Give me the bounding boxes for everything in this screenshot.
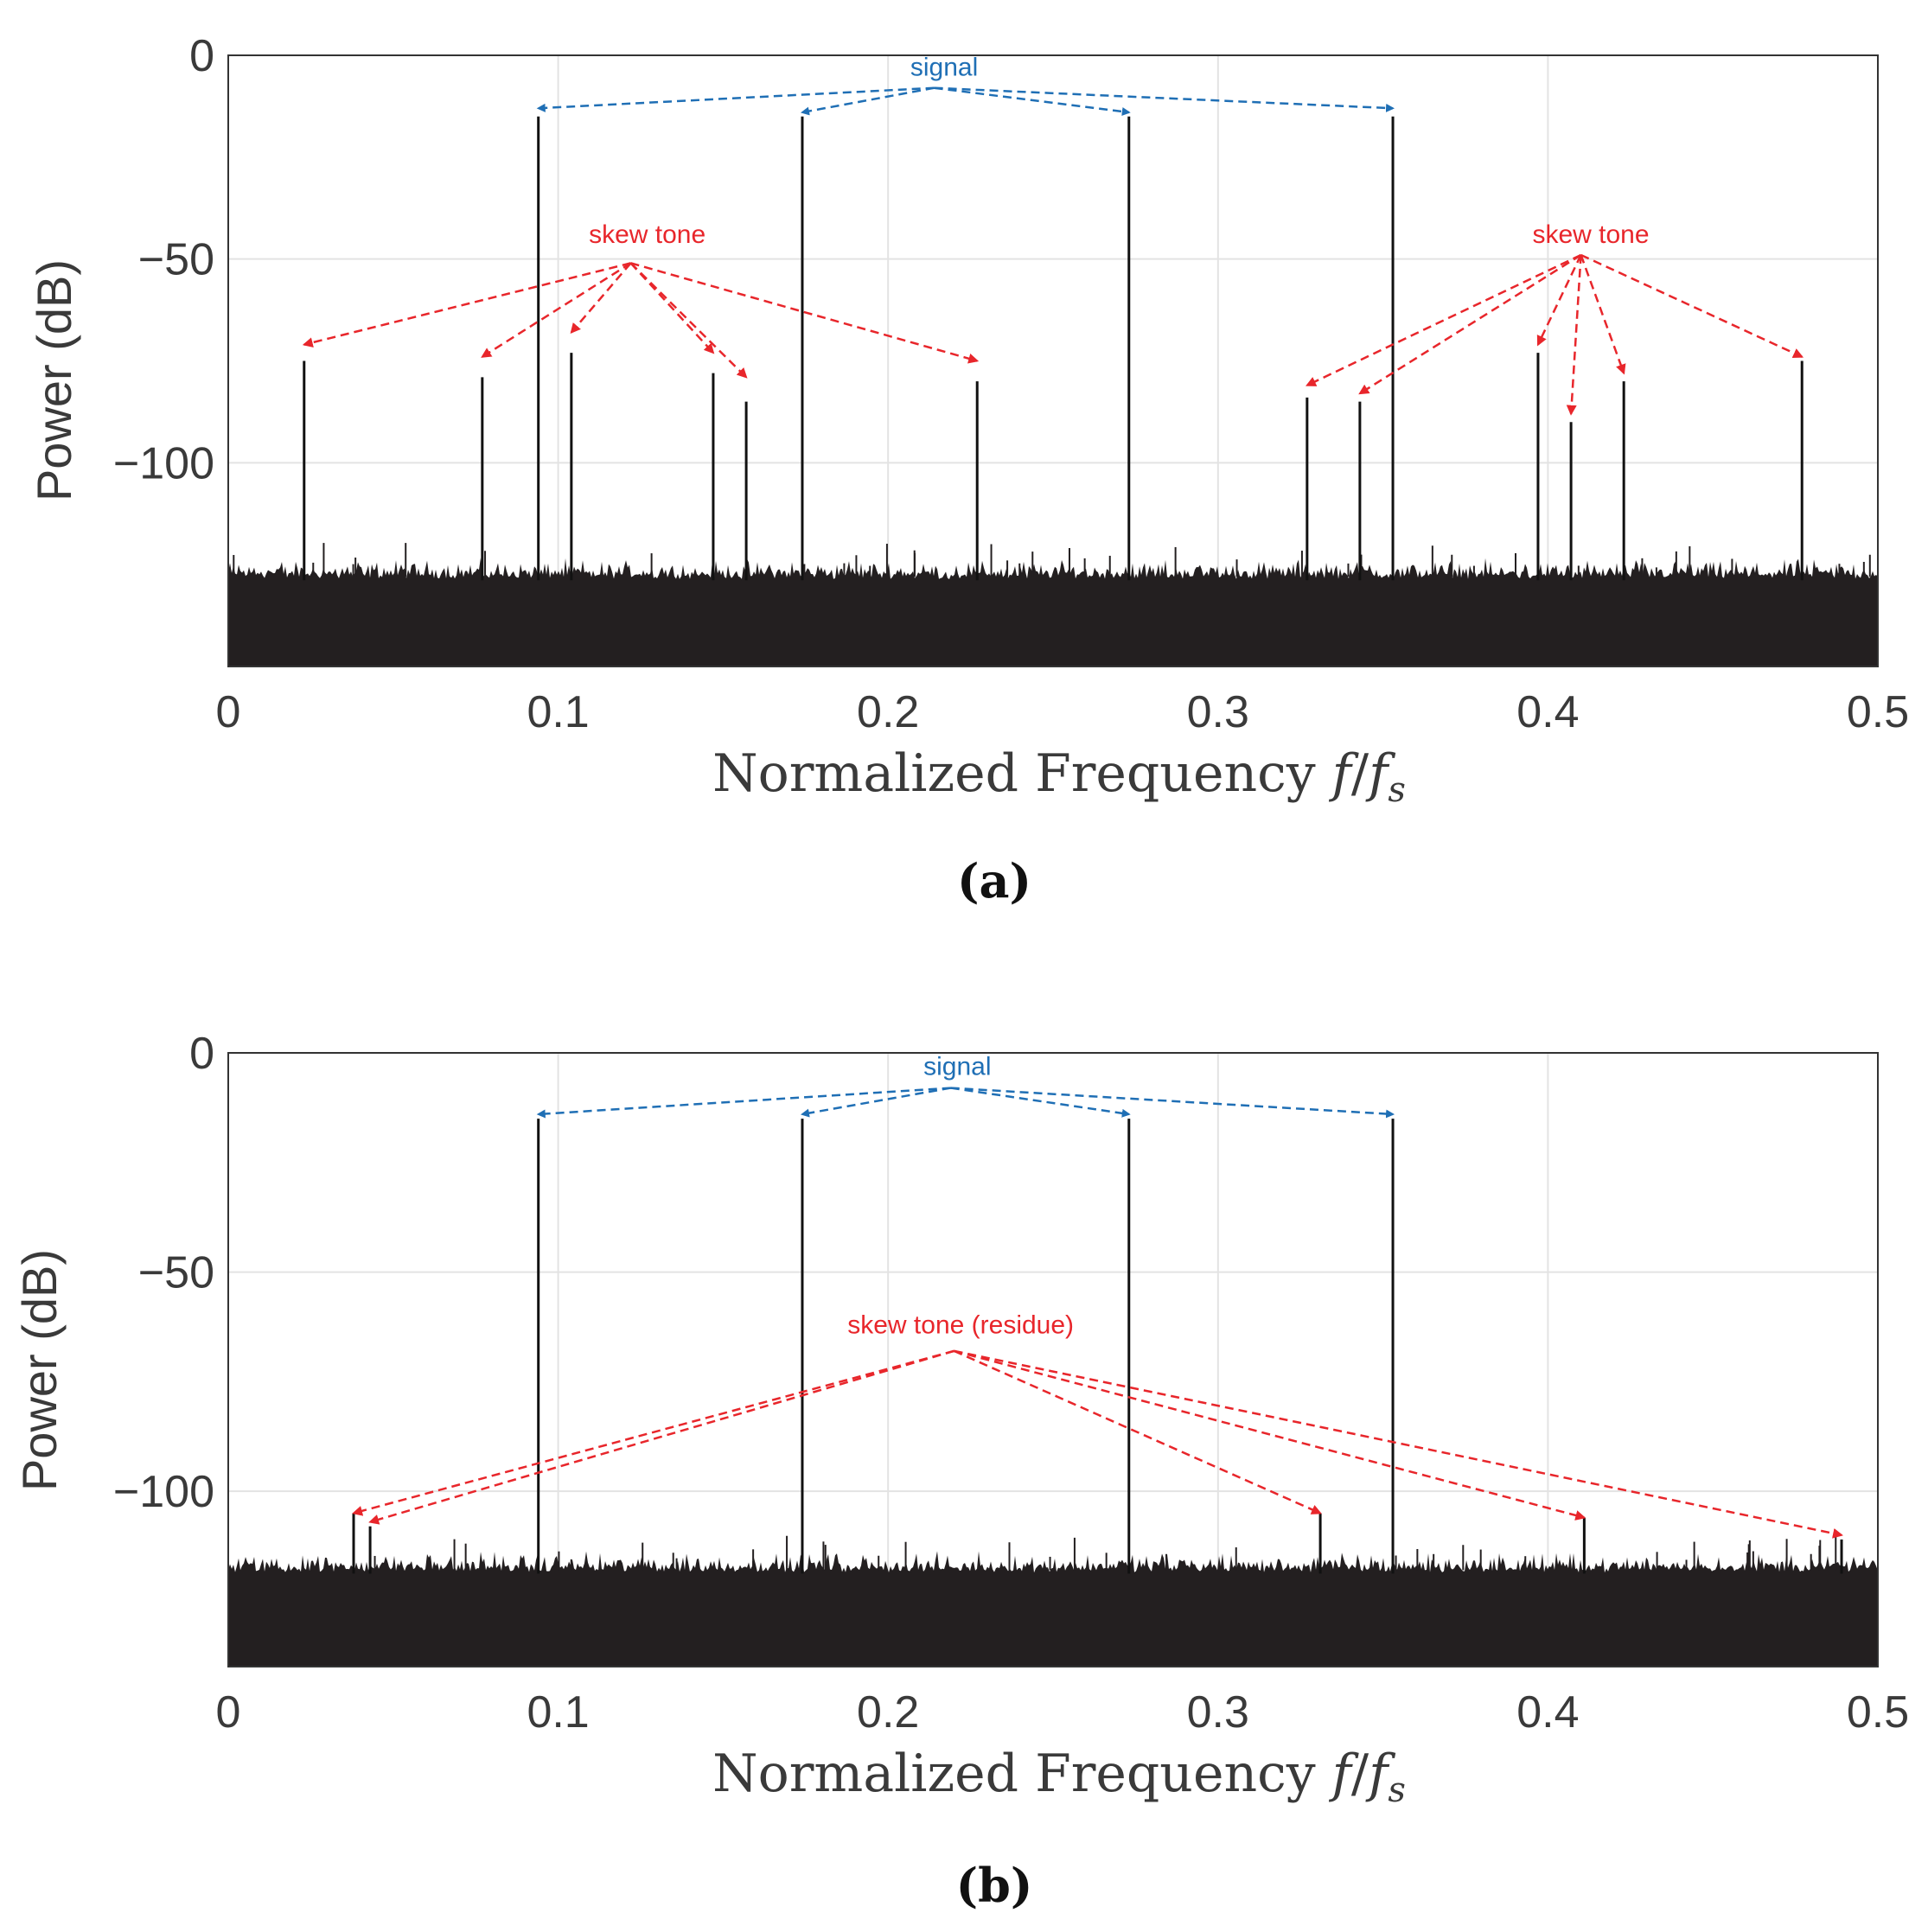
annotation-label: signal	[923, 1052, 991, 1081]
panel-a-caption: (a)	[957, 853, 1031, 909]
x-tick-label: 0	[216, 1687, 241, 1738]
annotation-label: skew tone	[1532, 220, 1649, 249]
panel-b-noise-floor	[228, 1535, 1878, 1667]
annotation-arrow	[934, 86, 1395, 112]
panel-a-noise-floor	[228, 543, 1878, 666]
annotation-arrow	[352, 1349, 954, 1516]
annotation-arrow	[570, 262, 632, 335]
y-tick-label: −50	[138, 235, 214, 285]
annotation-arrow	[950, 1087, 1395, 1119]
annotation-arrow	[950, 1087, 1131, 1118]
x-tick-label: 0.4	[1516, 1687, 1579, 1738]
x-tick-label: 0.1	[527, 687, 589, 737]
panel-b-x-tick-labels: 0 0.1 0.2 0.3 0.4 0.5	[216, 1687, 1910, 1738]
x-tick-label: 0.1	[527, 1687, 589, 1738]
x-tick-label: 0.4	[1516, 687, 1579, 737]
annotation-arrow	[630, 262, 980, 364]
panel-a-tones	[303, 116, 1804, 581]
noise-floor-band	[228, 558, 1878, 666]
annotation-arrow	[1580, 254, 1626, 375]
annotation-arrow	[801, 1087, 951, 1118]
panel-a-y-axis-label: Power (dB)	[27, 259, 81, 501]
annotation-label: skew tone (residue)	[847, 1311, 1074, 1340]
panel-a-x-axis-label: Normalized Frequency f/fs	[712, 743, 1406, 810]
annotation-arrow	[302, 262, 631, 348]
annotation-arrow	[1536, 254, 1582, 347]
annotation-arrow	[801, 86, 935, 116]
annotation-arrow	[954, 1349, 1843, 1539]
x-tick-label: 0.5	[1847, 687, 1909, 737]
annotation-arrow	[954, 1349, 1322, 1514]
annotation-arrow	[1580, 253, 1804, 359]
panel-b-tones	[352, 1119, 1843, 1574]
annotation-arrow	[368, 1349, 954, 1525]
panel-b-caption: (b)	[956, 1858, 1033, 1913]
panel-a-axes-frame	[227, 54, 1879, 667]
panel-a-x-tick-labels: 0 0.1 0.2 0.3 0.4 0.5	[216, 687, 1910, 737]
x-tick-label: 0	[216, 687, 241, 737]
panel-a-annotations: signal skew tone skew tone	[302, 54, 1804, 416]
panel-b-y-axis-label: Power (dB)	[12, 1249, 67, 1491]
y-tick-label: −100	[113, 438, 214, 488]
x-tick-label: 0.2	[857, 687, 919, 737]
y-tick-label: 0	[189, 1029, 214, 1079]
panel-a: signal skew tone skew tone 0 0.1 0.2 0.3 0.4 0.…	[27, 31, 1909, 909]
annotation-label: skew tone	[589, 220, 705, 249]
annotation-arrow	[954, 1349, 1586, 1521]
annotation-arrow	[481, 262, 632, 358]
y-tick-label: −50	[138, 1248, 214, 1298]
annotation-label: signal	[910, 54, 978, 82]
panel-b-x-axis-label: Normalized Frequency f/fs	[712, 1744, 1406, 1810]
annotation-arrow	[536, 86, 935, 112]
x-tick-label: 0.5	[1847, 1687, 1909, 1738]
panel-b-y-tick-labels: 0 −50 −100	[113, 1029, 214, 1517]
y-tick-label: −100	[113, 1467, 214, 1517]
x-tick-label: 0.2	[857, 1687, 919, 1738]
x-tick-label: 0.3	[1187, 687, 1249, 737]
y-tick-label: 0	[189, 31, 214, 81]
annotation-arrow	[1306, 253, 1582, 386]
panel-a-y-tick-labels: 0 −50 −100	[113, 31, 214, 488]
annotation-arrow	[1358, 253, 1582, 395]
panel-b-annotations: signal skew tone (residue)	[352, 1052, 1843, 1539]
panel-b-axes-frame	[227, 1052, 1879, 1667]
annotation-arrow	[1566, 254, 1582, 416]
x-tick-label: 0.3	[1187, 1687, 1249, 1738]
annotation-arrow	[934, 86, 1131, 116]
noise-floor-band	[228, 1551, 1878, 1667]
